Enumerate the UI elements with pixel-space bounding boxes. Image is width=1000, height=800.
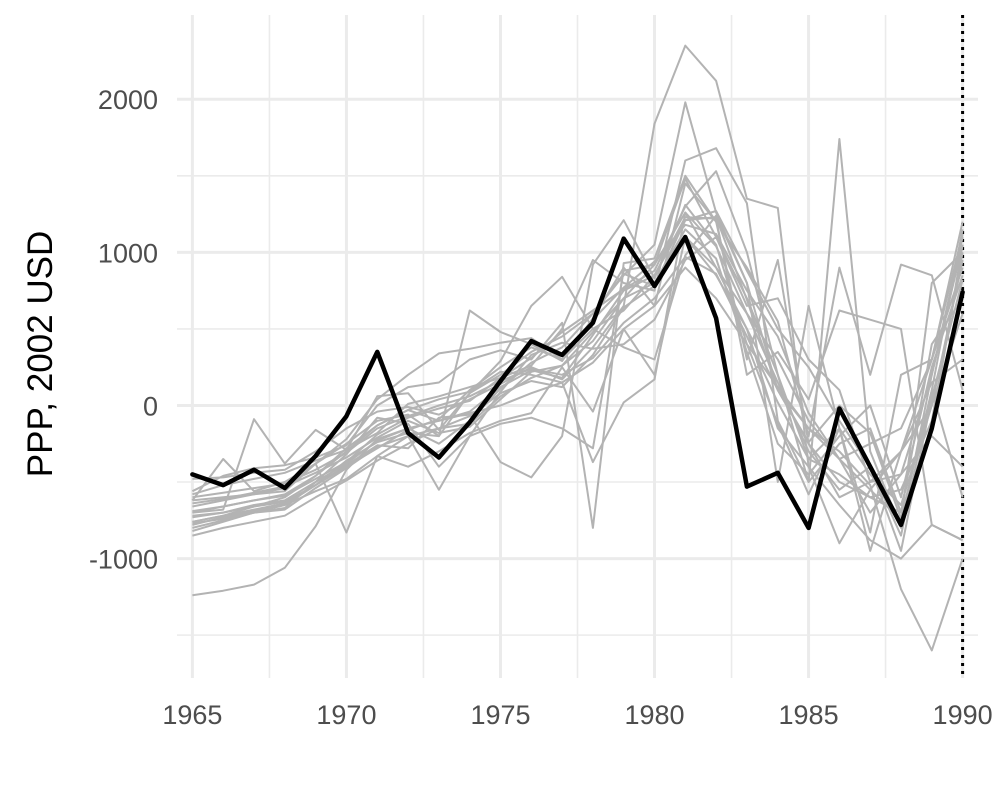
background-series-line <box>191 174 964 529</box>
y-tick-labels: -1000 0 1000 2000 <box>89 85 158 574</box>
background-series-line <box>192 210 964 552</box>
y-tick-label: -1000 <box>89 545 158 575</box>
x-tick-label: 1985 <box>779 700 839 730</box>
x-tick-label: 1990 <box>933 700 993 730</box>
y-tick-label: 1000 <box>98 238 158 268</box>
background-series-line <box>192 236 964 525</box>
highlighted-series-line <box>190 234 965 531</box>
highlighted-series-group <box>190 234 965 531</box>
y-tick-label: 0 <box>143 391 158 421</box>
x-tick-label: 1970 <box>316 700 376 730</box>
x-tick-label: 1980 <box>624 700 684 730</box>
x-tick-label: 1965 <box>162 700 222 730</box>
background-series-line <box>192 236 964 545</box>
background-series-line <box>192 266 964 652</box>
x-tick-label: 1975 <box>470 700 530 730</box>
y-tick-label: 2000 <box>98 85 158 115</box>
x-tick-labels: 1965 1970 1975 1980 1985 1990 <box>162 700 992 730</box>
background-series-line <box>192 138 964 529</box>
background-series-line <box>192 228 964 505</box>
grid <box>177 15 978 678</box>
background-series-line <box>192 216 964 542</box>
y-axis-title: PPP, 2002 USD <box>21 231 60 477</box>
background-series-line <box>192 236 964 537</box>
